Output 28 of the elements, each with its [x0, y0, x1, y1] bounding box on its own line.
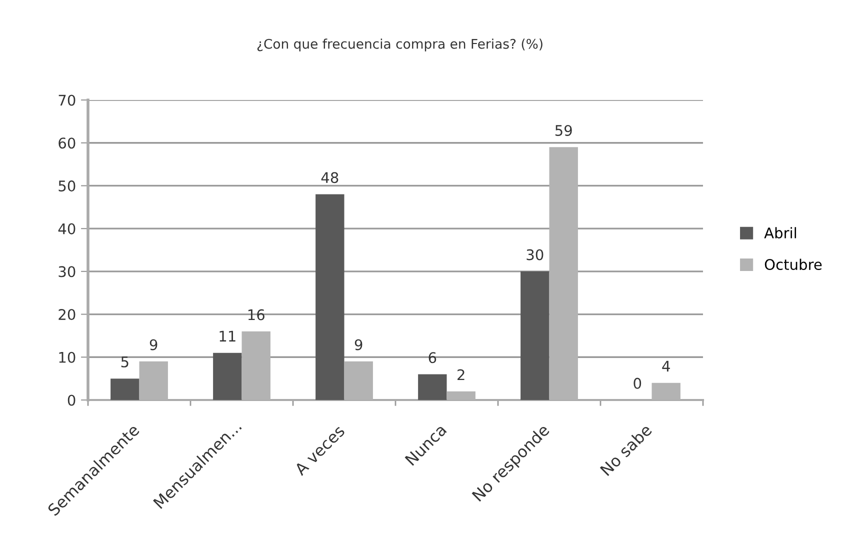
data-label: 2: [458, 369, 464, 380]
data-label: 59: [555, 124, 572, 136]
legend-label: Octubre: [764, 258, 822, 270]
y-tick-label: 10: [59, 352, 76, 363]
chart-title: ¿Con que frecuencia compra en Ferias? (%): [257, 38, 542, 52]
bar: [213, 352, 242, 400]
data-label: 0: [634, 378, 642, 389]
y-tick-label: 0: [68, 394, 76, 406]
y-tick-label: 20: [58, 309, 76, 320]
data-label: 6: [428, 352, 436, 364]
bar: [418, 374, 447, 400]
bar: [316, 194, 344, 400]
y-tick-label: 30: [58, 266, 76, 278]
data-label: 30: [526, 249, 544, 260]
data-label: 9: [150, 339, 158, 350]
y-tick-label: 70: [58, 94, 76, 106]
y-tick-label: 40: [58, 223, 76, 234]
legend-label: Abril: [764, 227, 796, 238]
data-label: 48: [321, 172, 338, 184]
y-tick-label: 50: [58, 180, 76, 192]
data-label: 16: [248, 309, 264, 320]
bar: [110, 378, 140, 400]
y-tick-label: 60: [58, 138, 76, 149]
bar: [520, 271, 550, 400]
data-label: 5: [121, 356, 128, 368]
data-label: 4: [662, 360, 670, 372]
data-label: 9: [354, 339, 362, 350]
data-label: 11: [220, 330, 236, 342]
